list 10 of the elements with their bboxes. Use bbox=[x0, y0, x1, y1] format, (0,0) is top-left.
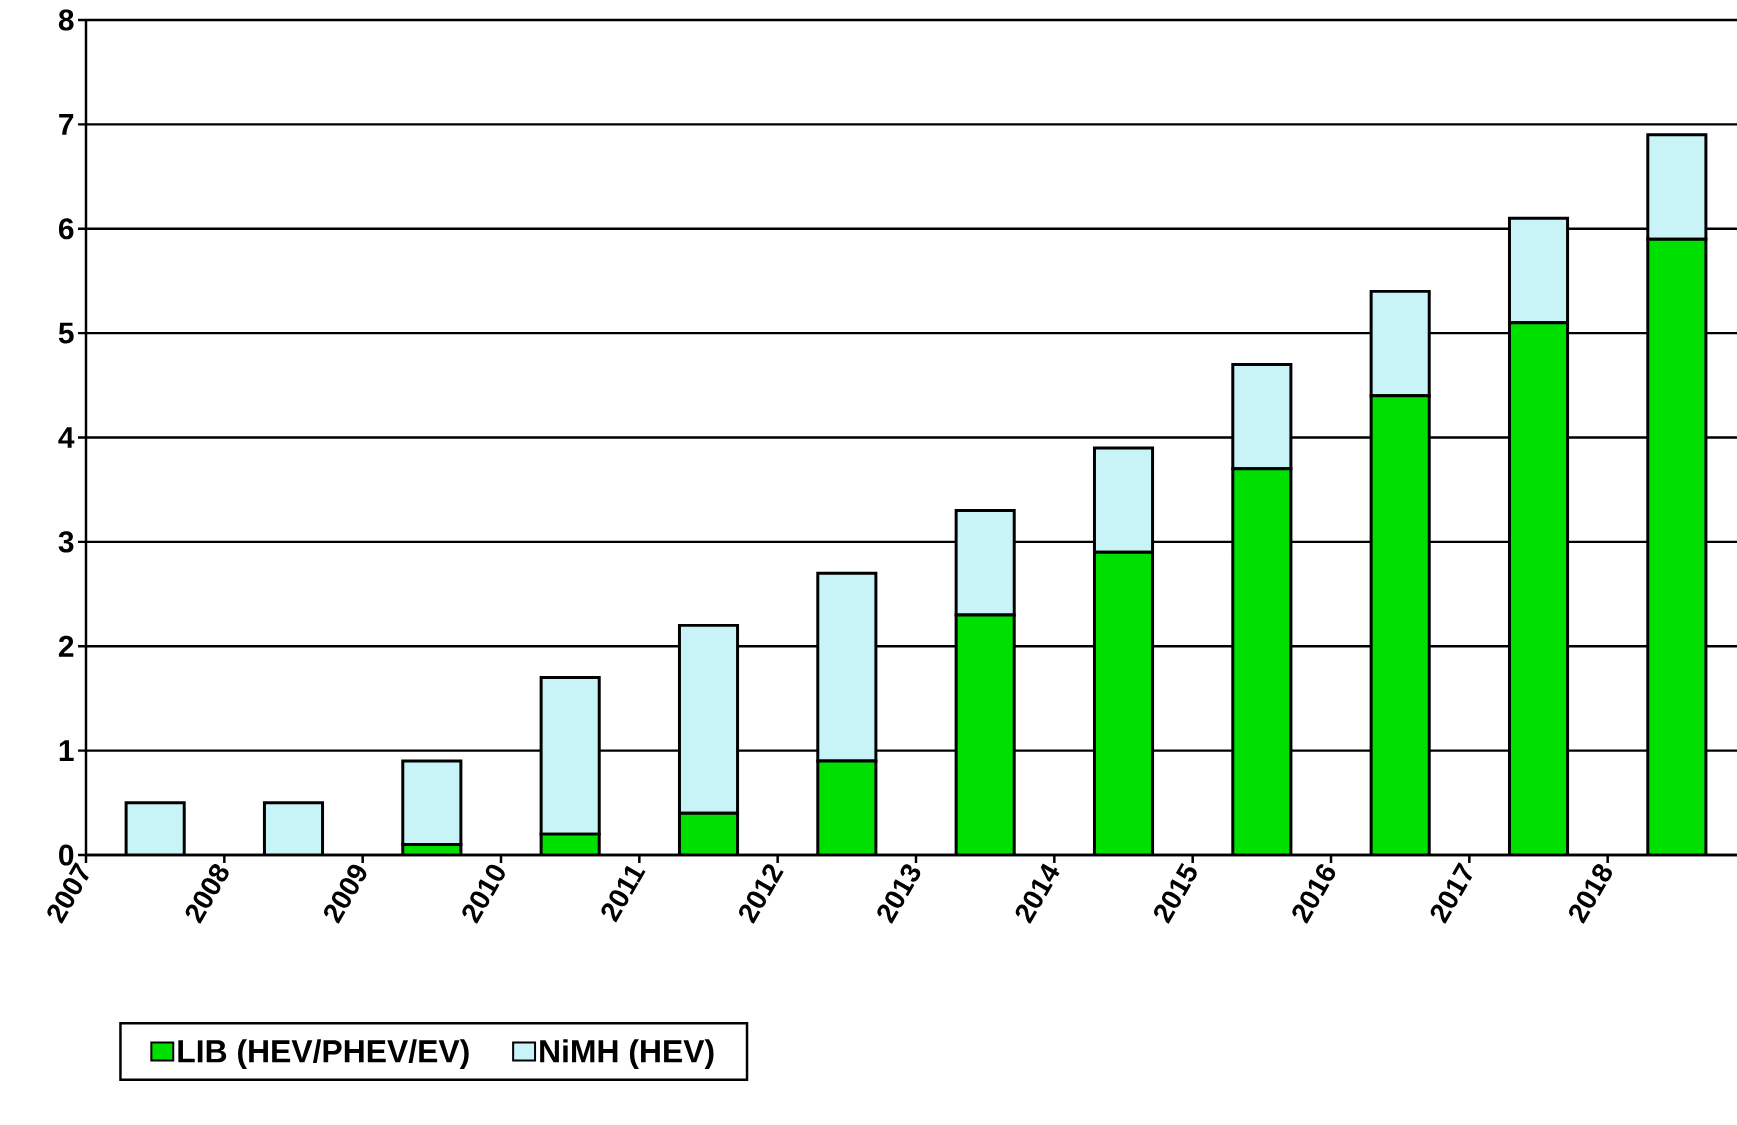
y-tick-label: 3 bbox=[58, 531, 74, 553]
y-tick-label: 8 bbox=[58, 9, 74, 31]
y-tick-label: 2 bbox=[58, 635, 74, 657]
y-tick-label: 6 bbox=[58, 218, 74, 240]
y-tick-label: 1 bbox=[59, 740, 74, 761]
legend-label: NiMH (HEV) bbox=[540, 1039, 714, 1069]
y-tick-label: 4 bbox=[58, 427, 75, 448]
y-tick-label: 7 bbox=[59, 114, 74, 135]
y-tick-label: 5 bbox=[58, 322, 74, 344]
legend-label: LIB (HEV/PHEV/EV) bbox=[178, 1039, 469, 1069]
